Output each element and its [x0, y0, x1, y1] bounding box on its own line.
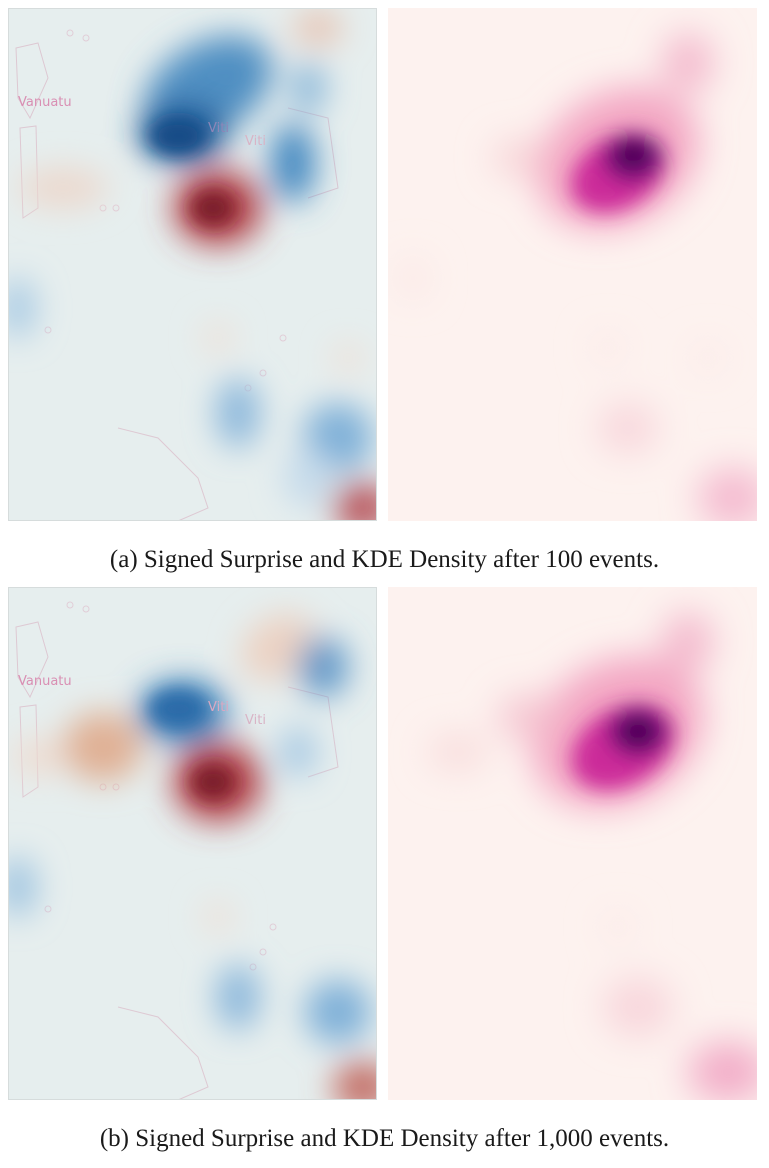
- map-label-vanuatu: Vanuatu: [18, 674, 72, 689]
- kde-density-map-a: [388, 8, 757, 521]
- surprise-map-a: Vanuatu Viti Viti: [8, 8, 377, 521]
- map-label-viti: Viti: [208, 700, 229, 715]
- map-label-vanuatu: Vanuatu: [18, 95, 72, 110]
- surprise-map-b: Vanuatu Viti Viti: [8, 587, 377, 1100]
- caption-a: (a) Signed Surprise and KDE Density afte…: [109, 546, 660, 573]
- map-label-viti-levu: Viti: [245, 713, 266, 728]
- caption-b: (b) Signed Surprise and KDE Density afte…: [99, 1125, 670, 1152]
- kde-density-map-b: [388, 587, 757, 1100]
- map-label-viti-levu: Viti: [245, 134, 266, 149]
- map-label-viti: Viti: [208, 121, 229, 136]
